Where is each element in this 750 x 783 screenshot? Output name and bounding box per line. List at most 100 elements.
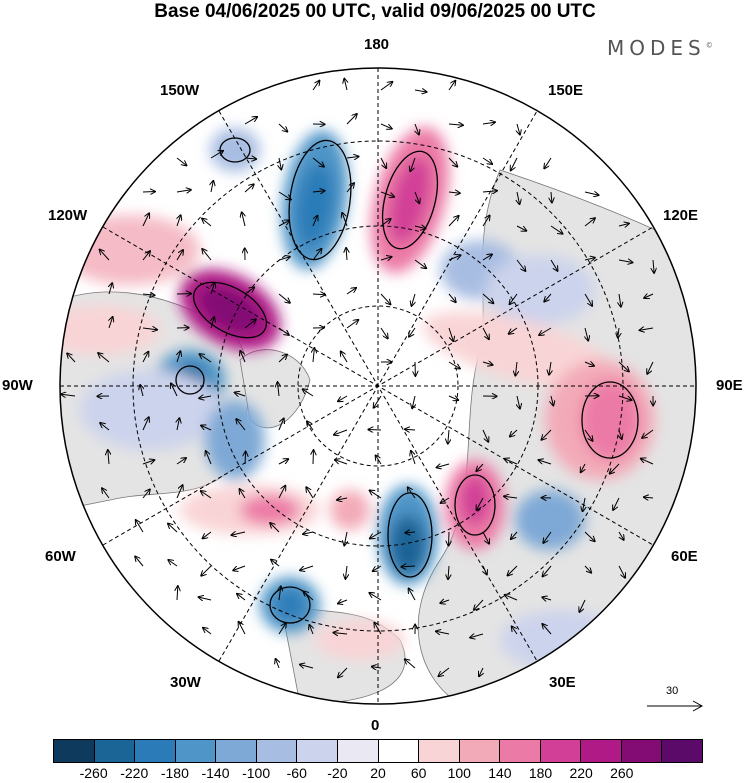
wind-arrow (278, 293, 290, 303)
wind-arrow (640, 328, 654, 330)
wind-arrow (448, 81, 455, 91)
modes-logo: MODES© (607, 36, 713, 60)
wind-arrow (414, 90, 427, 92)
wind-arrow (235, 393, 246, 397)
wind-arrow (108, 450, 109, 465)
wind-arrow (583, 497, 585, 511)
wind-vectors (61, 79, 654, 678)
wind-arrow (278, 123, 287, 132)
wind-arrow (312, 191, 325, 192)
wind-arrow (448, 124, 463, 125)
wind-arrow (245, 452, 246, 465)
wind-arrow (206, 451, 212, 465)
wind-arrow (579, 599, 586, 612)
wind-arrow (142, 490, 150, 499)
colorbar-swatch (54, 740, 95, 762)
wind-arrow (278, 486, 285, 499)
wind-arrow (337, 498, 348, 500)
wind-arrow (370, 531, 382, 538)
wind-arrow (483, 565, 487, 575)
wind-arrow (412, 395, 415, 408)
wind-arrow (345, 565, 347, 579)
wind-arrow (211, 181, 213, 193)
wind-arrow (346, 320, 358, 329)
lon-label-150w: 150W (160, 82, 200, 99)
wind-arrow (312, 157, 324, 167)
colorbar-swatch (419, 740, 460, 762)
wind-arrow (338, 667, 348, 677)
wind-arrow (618, 260, 633, 263)
wind-arrow (380, 191, 394, 197)
wind-arrow (177, 351, 180, 363)
wind-arrow (372, 667, 382, 668)
wind-arrow (441, 497, 450, 503)
wind-arrow (551, 191, 552, 202)
colorbar-tick-label: -220 (120, 765, 149, 781)
wind-arrow (202, 249, 212, 261)
wind-arrow (618, 395, 632, 400)
wind-arrow (270, 523, 280, 533)
wind-arrow (140, 385, 143, 397)
wind-arrow (334, 633, 348, 634)
wind-arrow (109, 317, 113, 329)
wind-arrow (402, 566, 416, 567)
wind-arrow (142, 352, 148, 363)
wind-arrow (539, 460, 552, 465)
wind-arrow (344, 79, 347, 91)
wind-arrow (512, 627, 518, 635)
wind-arrow (618, 327, 619, 338)
wind-arrow (67, 353, 76, 363)
wind-arrow (313, 348, 314, 363)
wind-arrow (232, 532, 246, 535)
lon-label-180: 180 (364, 36, 390, 53)
wind-arrow (414, 259, 426, 268)
wind-arrow (550, 259, 558, 271)
colorbar-swatch (175, 740, 217, 762)
wind-arrow (440, 600, 450, 603)
wind-arrow (448, 293, 456, 302)
lon-label-0: 0 (371, 717, 380, 734)
wind-arrow (584, 293, 592, 306)
wind-arrow (168, 524, 178, 533)
wind-arrow (415, 123, 419, 135)
wind-arrow (338, 395, 348, 401)
colorbar-tick-label: 20 (370, 765, 386, 781)
colorbar-swatch (621, 740, 663, 762)
wind-arrow (584, 531, 595, 541)
colorbar-tick-label: 100 (447, 765, 471, 781)
wind-arrow (307, 421, 314, 431)
wind-arrow (177, 215, 181, 227)
wind-arrow (414, 226, 426, 229)
colorbar-swatch (581, 740, 622, 762)
colorbar-tick-label: -100 (242, 765, 271, 781)
wind-arrow (177, 418, 179, 431)
wind-arrow (279, 157, 281, 169)
wind-arrow (199, 597, 212, 600)
wind-arrow (550, 225, 563, 234)
wind-arrow (482, 327, 489, 339)
wind-arrow (642, 429, 654, 438)
wind-arrow (168, 560, 178, 567)
wind-arrow (244, 288, 254, 295)
wind-arrow (211, 283, 215, 295)
wind-arrow (312, 294, 325, 295)
colorbar-tick-label: 220 (569, 765, 593, 781)
colorbar-swatch (540, 740, 582, 762)
wind-arrow (516, 225, 526, 231)
wind-arrow (380, 123, 392, 129)
wind-arrow (98, 353, 110, 363)
wind-arrow (309, 625, 313, 635)
wind-arrow (303, 389, 314, 397)
wind-arrow (509, 327, 518, 334)
wind-arrow (177, 586, 178, 601)
colorbar-swatch (378, 740, 420, 762)
wind-arrow (470, 634, 484, 638)
colorbar-swatch (94, 740, 136, 762)
wind-arrow (474, 599, 484, 610)
wind-arrow (544, 157, 552, 168)
wind-arrow (610, 463, 620, 474)
map-boundary (59, 67, 697, 705)
wind-arrow (653, 259, 654, 273)
wind-arrow (142, 251, 150, 261)
